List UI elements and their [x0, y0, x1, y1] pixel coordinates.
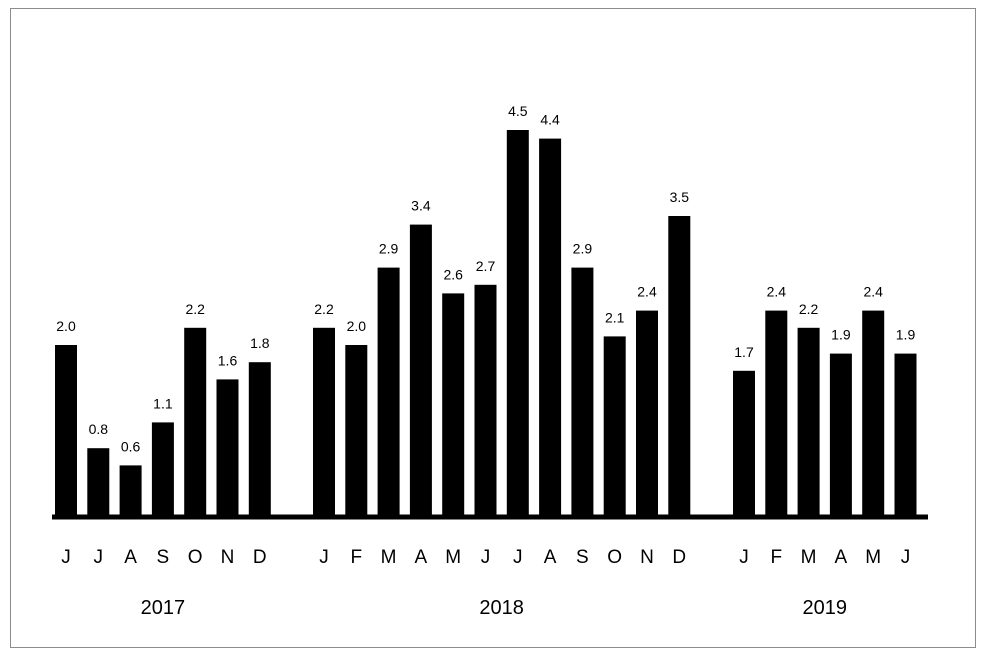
- bar-2018-11: [636, 310, 658, 517]
- tick-label-2019-5: M: [865, 547, 881, 568]
- tick-label-2017-1: J: [61, 547, 71, 568]
- tick-label-2019-6: J: [901, 547, 911, 568]
- value-label-2018-11: 2.4: [637, 284, 657, 300]
- tick-label-2018-1: J: [319, 547, 329, 568]
- bar-2018-1: [313, 327, 335, 517]
- tick-label-2017-5: O: [188, 547, 203, 568]
- bar-2018-10: [603, 336, 626, 517]
- value-label-2018-10: 2.1: [605, 309, 625, 325]
- value-label-2017-6: 1.6: [218, 352, 238, 368]
- value-label-2017-3: 0.6: [121, 438, 141, 454]
- tick-label-2018-4: A: [415, 547, 428, 568]
- bar-2018-2: [345, 345, 368, 517]
- tick-label-2019-2: F: [770, 547, 782, 568]
- bar-2018-9: [571, 267, 594, 517]
- bar-2018-5: [442, 293, 465, 517]
- tick-label-2018-8: A: [544, 547, 557, 568]
- bar-2017-2: [87, 448, 110, 517]
- tick-label-2018-9: S: [576, 547, 589, 568]
- bar-2017-6: [216, 379, 239, 517]
- value-label-2018-12: 3.5: [670, 189, 690, 205]
- tick-label-2018-7: J: [513, 547, 523, 568]
- tick-label-2018-3: M: [381, 547, 397, 568]
- bar-chart: 2.0 J 0.8 J 0.6 A 1.1 S 2.2 O 1.6 N 1.8 D 2017 2.2 J 2.0 F…: [52, 103, 928, 619]
- tick-label-2017-3: A: [124, 547, 137, 568]
- bar-2018-6: [474, 284, 497, 517]
- bar-2019-5: [862, 310, 885, 517]
- tick-label-2017-2: J: [94, 547, 104, 568]
- tick-label-2017-4: S: [157, 547, 170, 568]
- bar-2019-3: [797, 327, 820, 517]
- value-label-2018-3: 2.9: [379, 241, 399, 257]
- value-label-2017-1: 2.0: [56, 318, 76, 334]
- tick-label-2019-3: M: [801, 547, 817, 568]
- year-label-2018: 2018: [479, 597, 524, 619]
- tick-label-2019-1: J: [739, 547, 749, 568]
- bar-2017-1: [55, 345, 77, 517]
- bar-2017-7: [248, 362, 271, 517]
- tick-label-2018-2: F: [350, 547, 362, 568]
- tick-label-2018-11: N: [640, 547, 654, 568]
- tick-label-2018-5: M: [445, 547, 461, 568]
- tick-label-2017-7: D: [253, 547, 267, 568]
- bar-2019-2: [765, 310, 788, 517]
- tick-label-2017-6: N: [221, 547, 235, 568]
- value-label-2018-9: 2.9: [573, 241, 593, 257]
- tick-label-2018-10: O: [607, 547, 622, 568]
- tick-label-2018-12: D: [672, 547, 686, 568]
- value-label-2017-4: 1.1: [153, 395, 173, 411]
- value-label-2018-8: 4.4: [540, 112, 560, 128]
- value-label-2018-5: 2.6: [443, 266, 463, 282]
- value-label-2018-7: 4.5: [508, 103, 528, 119]
- value-label-2019-2: 2.4: [767, 284, 787, 300]
- bar-2019-1: [733, 370, 755, 517]
- bar-2019-4: [829, 353, 852, 517]
- bar-2018-3: [377, 267, 400, 517]
- bar-2017-3: [119, 465, 142, 517]
- tick-label-2018-6: J: [481, 547, 491, 568]
- bar-2017-4: [151, 422, 174, 517]
- value-label-2017-7: 1.8: [250, 335, 270, 351]
- value-label-2019-5: 2.4: [863, 284, 883, 300]
- value-label-2018-1: 2.2: [314, 301, 334, 317]
- value-label-2017-5: 2.2: [185, 301, 205, 317]
- value-label-2019-6: 1.9: [896, 327, 916, 343]
- value-label-2018-6: 2.7: [476, 258, 496, 274]
- bar-2018-4: [409, 224, 432, 517]
- value-label-2019-1: 1.7: [734, 344, 754, 360]
- value-label-2018-2: 2.0: [347, 318, 367, 334]
- bar-2019-6: [894, 353, 917, 517]
- labels-layer: 2.0 J 0.8 J 0.6 A 1.1 S 2.2 O 1.6 N 1.8 D 2017 2.2 J 2.0 F…: [56, 103, 915, 619]
- tick-label-2019-4: A: [835, 547, 848, 568]
- bar-2018-7: [506, 130, 529, 517]
- value-label-2019-3: 2.2: [799, 301, 819, 317]
- value-label-2019-4: 1.9: [831, 327, 851, 343]
- bar-2018-8: [539, 138, 562, 517]
- value-label-2017-2: 0.8: [89, 421, 109, 437]
- bars-layer: [55, 130, 917, 517]
- value-label-2018-4: 3.4: [411, 198, 431, 214]
- bar-2017-5: [184, 327, 207, 517]
- bar-2018-12: [668, 216, 691, 517]
- year-label-2019: 2019: [803, 597, 848, 619]
- year-label-2017: 2017: [141, 597, 186, 619]
